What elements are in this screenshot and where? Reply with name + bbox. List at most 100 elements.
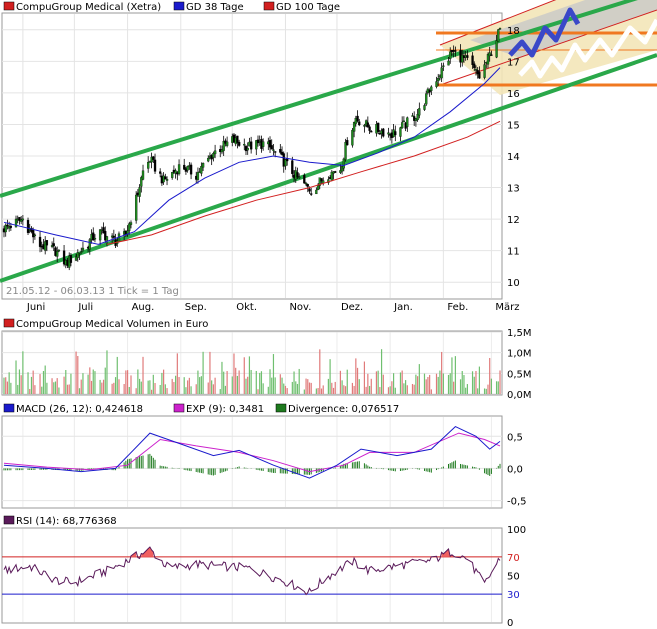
candle-body	[346, 140, 349, 146]
candle-body	[315, 189, 318, 195]
candle-body	[196, 172, 200, 180]
candle-body	[225, 141, 229, 146]
candle-body	[358, 121, 361, 126]
candle-body	[351, 129, 354, 146]
price-y-tick-label: 13	[507, 184, 520, 195]
candle-body	[425, 93, 428, 105]
candle-body	[32, 230, 35, 238]
candle-body	[402, 120, 406, 123]
legend-label-macd: MACD (26, 12): 0,424618	[16, 404, 143, 415]
candle-body	[112, 235, 115, 238]
candle-body	[183, 164, 186, 170]
macd-panel	[1, 415, 503, 509]
candle-body	[498, 28, 502, 30]
price-y-tick-label: 17	[507, 57, 520, 68]
candle-body	[38, 236, 42, 247]
legend-volume: CompuGroup Medical Volumen in Euro	[3, 318, 208, 330]
candle-body	[74, 256, 78, 261]
volume-y-ticks: 0,0M 0,5M 1,0M 1,5M	[507, 328, 532, 401]
price-y-ticks: 10 11 12 13 14 15 16 17 18	[507, 26, 520, 289]
candle-body	[399, 127, 402, 137]
price-y-tick-label: 14	[507, 152, 520, 163]
legend-swatch-exp	[173, 403, 185, 413]
candle-body	[394, 131, 397, 136]
legend-swatch-ma38	[173, 1, 185, 11]
candle-body	[339, 170, 342, 173]
rsi-panel	[1, 527, 503, 624]
candle-body	[474, 69, 478, 71]
candle-body	[418, 108, 421, 116]
macd-y-tick-label: -0,5	[507, 497, 527, 508]
candle-body	[291, 160, 294, 174]
legend-swatch-rsi	[3, 515, 15, 525]
candle-body	[376, 122, 380, 132]
exp-line	[3, 432, 501, 473]
candle-body	[246, 147, 249, 151]
candle-body	[26, 219, 30, 233]
candle-body	[303, 175, 306, 184]
candle-body	[466, 55, 469, 58]
legend-rsi: RSI (14): 68,776368	[3, 515, 117, 527]
macd-line	[3, 426, 501, 479]
legend-label-divergence: Divergence: 0,076517	[288, 404, 399, 415]
price-overlay	[0, 0, 657, 283]
candle-body	[212, 153, 215, 158]
candle-body	[304, 182, 308, 185]
trend-channel-lower	[0, 53, 657, 283]
candle-body	[255, 140, 258, 150]
candle-body	[213, 150, 217, 155]
candle-body	[78, 253, 81, 255]
ma38-line	[3, 67, 501, 245]
candle-body	[483, 64, 486, 78]
candle-body	[186, 165, 189, 171]
macd-lines	[3, 426, 501, 479]
projection-arrow-blue	[508, 7, 581, 58]
candle-body	[141, 170, 145, 180]
candle-body	[366, 122, 369, 127]
candle-body	[447, 60, 450, 66]
candle-body	[171, 172, 174, 178]
candle-body	[98, 229, 102, 241]
candle-body	[80, 251, 83, 253]
candle-body	[428, 90, 431, 93]
rsi-grid	[22, 529, 492, 622]
candle-body	[236, 135, 239, 143]
macd-y-tick-label: 0,5	[507, 432, 523, 443]
price-x-tick-label: Feb.	[447, 302, 468, 313]
candle-body	[6, 224, 9, 227]
candle-body	[495, 40, 498, 58]
volume-bars	[3, 349, 501, 394]
candle-body	[140, 177, 143, 187]
price-x-tick-label: Dez.	[341, 302, 363, 313]
candle-body	[207, 157, 210, 162]
legend-label-exp: EXP (9): 0,3481	[186, 404, 264, 415]
candle-body	[200, 166, 203, 174]
legend-label-rsi: RSI (14): 68,776368	[16, 516, 117, 527]
candle-body	[88, 239, 91, 250]
candle-body	[437, 77, 440, 82]
price-y-tick-label: 11	[507, 247, 520, 258]
candle-body	[135, 194, 138, 221]
price-x-tick-label: Aug.	[132, 302, 155, 313]
candle-body	[93, 237, 97, 240]
candle-body	[57, 249, 61, 252]
candle-body	[382, 128, 385, 137]
volume-y-tick-label: 0,5M	[507, 369, 532, 380]
candle-body	[174, 170, 177, 174]
candle-body	[243, 143, 246, 146]
legend-swatch-ma100	[263, 1, 275, 11]
legend-price: CompuGroup Medical (Xetra) GD 38 Tage GD…	[3, 1, 340, 13]
price-x-tick-label: Juli	[77, 302, 93, 313]
candle-body	[461, 54, 464, 63]
candle-body	[298, 176, 301, 179]
candle-body	[102, 227, 105, 234]
candle-body	[310, 193, 313, 195]
candle-body	[81, 247, 85, 251]
candle-body	[159, 171, 162, 174]
candle-body	[177, 164, 181, 175]
legend-label-price: CompuGroup Medical (Xetra)	[16, 2, 161, 13]
candle-body	[9, 225, 13, 228]
candle-body	[33, 234, 37, 237]
candle-body	[52, 243, 55, 247]
price-moving-averages	[3, 67, 501, 245]
